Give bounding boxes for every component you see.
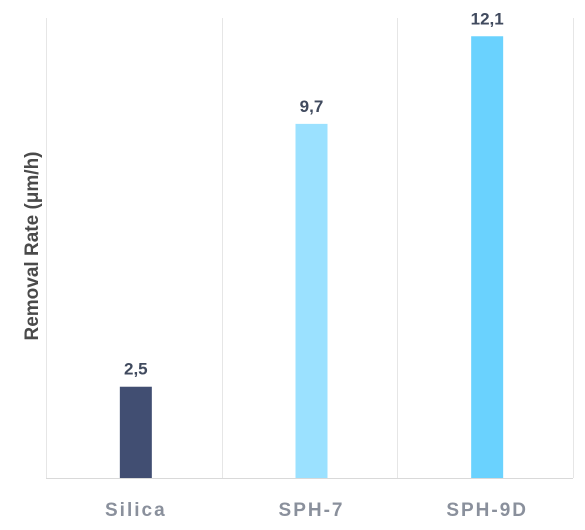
grid-lines (46, 18, 574, 479)
data-labels: 2,5 9,7 12,1 (124, 9, 504, 378)
y-axis-label: Removal Rate (μm/h) (22, 152, 43, 341)
bar-silica (119, 386, 152, 478)
x-tick-label-sph-9d: SPH-9D (446, 500, 528, 521)
x-tick-labels: Silica SPH-7 SPH-9D (105, 500, 528, 521)
bar-sph-9d (471, 36, 504, 478)
data-label-silica: 2,5 (124, 360, 148, 379)
data-label-sph-9d: 12,1 (471, 9, 504, 28)
x-tick-label-sph-7: SPH-7 (279, 500, 345, 521)
x-tick-label-silica: Silica (105, 500, 167, 521)
data-label-sph-7: 9,7 (300, 97, 324, 116)
bar-sph-7 (295, 123, 328, 478)
bars (119, 36, 504, 478)
